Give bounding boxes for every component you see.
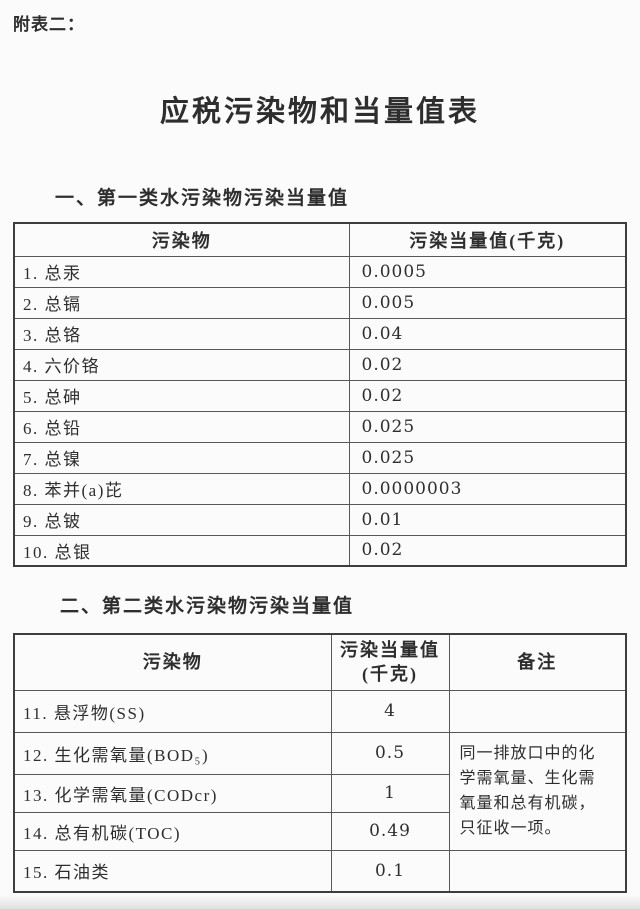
- pollutant-cell: 1. 总汞: [13, 255, 350, 288]
- remark-line: 氧量和总有机碳，: [459, 795, 596, 812]
- pollutant-cell: 5. 总砷: [13, 379, 350, 412]
- value-cell: 1: [330, 773, 450, 813]
- section2-heading: 二、第二类水污染物污染当量值: [60, 596, 355, 617]
- remark-line: 学需氧量、生化需: [459, 770, 596, 787]
- value-cell: 0.02: [348, 534, 627, 567]
- pollutant-cell: 7. 总镍: [13, 441, 350, 474]
- table-row: 4. 六价铬 0.02: [13, 348, 627, 381]
- table2-pollutant-header: 污染物: [13, 633, 332, 691]
- value-cell: 0.0005: [348, 255, 627, 288]
- table-row: 7. 总镍 0.025: [13, 441, 627, 474]
- pollutant-cell: 2. 总镉: [13, 286, 350, 319]
- annex-label: 附表二：: [13, 15, 85, 34]
- table2-remark-header: 备注: [448, 633, 627, 691]
- pollutant-cell: 13. 化学需氧量(CODcr): [13, 773, 332, 813]
- table-row: 8. 苯并(a)芘 0.0000003: [13, 472, 627, 505]
- second-class-pollutants-table: 污染物 污染当量值 (千克) 备注 11. 悬浮物(SS) 4 12. 生化需氧…: [13, 633, 627, 893]
- remark-line: 同一排放口中的化: [459, 745, 596, 762]
- remark-line: 只征收一项。: [459, 820, 562, 837]
- page-title: 应税污染物和当量值表: [159, 96, 480, 128]
- table-row: 12. 生化需氧量(BOD₅) 0.5 同一排放口中的化 学需氧量、生化需 氧量…: [13, 731, 627, 851]
- value-cell: 0.5: [330, 731, 450, 775]
- table1-header-row: 污染物 污染当量值(千克): [13, 222, 627, 257]
- table1-value-header: 污染当量值(千克): [348, 222, 627, 257]
- remark-cell-empty: [448, 849, 627, 893]
- pollutant-cell: 6. 总铅: [13, 410, 350, 443]
- value-header-line1: 污染当量值: [340, 639, 440, 660]
- table-row: 9. 总铍 0.01: [13, 503, 627, 536]
- value-cell: 0.49: [330, 811, 450, 851]
- pollutant-cell: 14. 总有机碳(TOC): [13, 811, 332, 851]
- first-class-pollutants-table: 污染物 污染当量值(千克) 1. 总汞 0.0005 2. 总镉 0.005 3…: [13, 222, 627, 567]
- table-row: 11. 悬浮物(SS) 4: [13, 689, 627, 733]
- value-header-line2: (千克): [362, 664, 418, 685]
- table-row: 1. 总汞 0.0005: [13, 255, 627, 288]
- table-row: 2. 总镉 0.005: [13, 286, 627, 319]
- value-cell: 0.02: [348, 348, 627, 381]
- table-row: 15. 石油类 0.1: [13, 849, 627, 893]
- value-cell: 0.01: [348, 503, 627, 536]
- value-cell: 0.02: [348, 379, 627, 412]
- table1-pollutant-header: 污染物: [13, 222, 350, 257]
- pollutant-cell: 12. 生化需氧量(BOD₅): [13, 731, 332, 775]
- table-row: 6. 总铅 0.025: [13, 410, 627, 443]
- section1-heading: 一、第一类水污染物污染当量值: [55, 188, 350, 209]
- value-cell: 0.005: [348, 286, 627, 319]
- pollutant-cell: 11. 悬浮物(SS): [13, 689, 332, 733]
- table2-value-header: 污染当量值 (千克): [330, 633, 450, 691]
- value-cell: 0.0000003: [348, 472, 627, 505]
- table-row: 3. 总铬 0.04: [13, 317, 627, 350]
- value-cell: 0.025: [348, 410, 627, 443]
- value-cell: 0.04: [348, 317, 627, 350]
- pollutant-cell: 15. 石油类: [13, 849, 332, 893]
- pollutant-cell: 4. 六价铬: [13, 348, 350, 381]
- pollutant-cell: 8. 苯并(a)芘: [13, 472, 350, 505]
- table2-header-row: 污染物 污染当量值 (千克) 备注: [13, 633, 627, 691]
- value-cell: 0.025: [348, 441, 627, 474]
- pollutant-cell: 9. 总铍: [13, 503, 350, 536]
- table-row: 5. 总砷 0.02: [13, 379, 627, 412]
- table-row: 13. 化学需氧量(CODcr) 1: [13, 773, 626, 813]
- value-cell: 0.1: [330, 849, 450, 893]
- pollutant-cell: 3. 总铬: [13, 317, 350, 350]
- table-row: 10. 总银 0.02: [13, 534, 627, 567]
- remark-cell-merged: 同一排放口中的化 学需氧量、生化需 氧量和总有机碳， 只征收一项。: [448, 731, 627, 851]
- pollutant-cell: 10. 总银: [13, 534, 350, 567]
- table-row: 14. 总有机碳(TOC) 0.49: [13, 811, 626, 851]
- remark-cell-empty: [448, 689, 627, 733]
- value-cell: 4: [330, 689, 450, 733]
